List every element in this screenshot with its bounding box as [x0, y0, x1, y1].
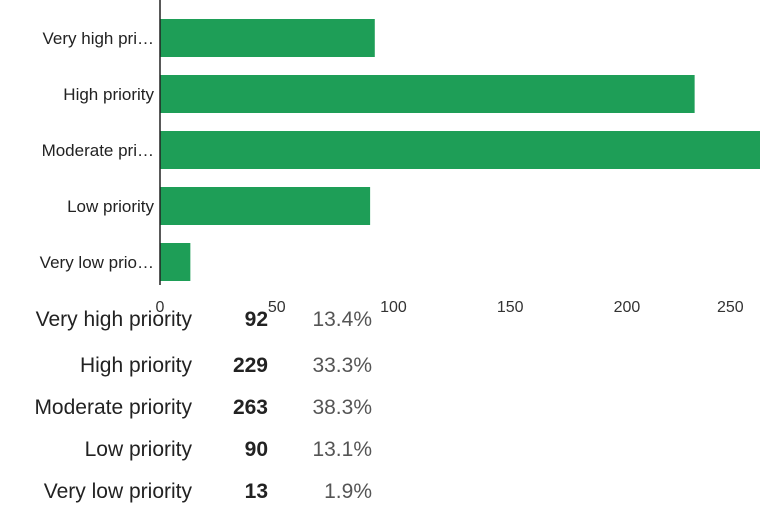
summary-row-percent: 33.3%	[312, 354, 372, 377]
category-label: Moderate pri…	[42, 141, 154, 160]
summary-row-percent: 13.1%	[312, 438, 372, 461]
summary-row-label: High priority	[79, 354, 192, 377]
bar	[160, 243, 191, 281]
summary-row-percent: 1.9%	[324, 480, 372, 503]
summary-row-count: 13	[244, 480, 268, 503]
summary-row: Very low priority 13 1.9%	[0, 472, 400, 508]
summary-row: Low priority 90 13.1%	[0, 430, 400, 470]
summary-row-count: 92	[244, 308, 268, 331]
bar	[160, 75, 695, 113]
bar-group	[160, 19, 760, 281]
summary-row-count: 263	[232, 396, 268, 419]
x-tick-label-group: 0 50 100 150 200 250	[156, 299, 744, 316]
x-tick-label: 250	[717, 299, 744, 316]
summary-row-percent: 13.4%	[312, 308, 372, 331]
summary-table: Very high priority 92 13.4% High priorit…	[0, 300, 400, 508]
summary-row: Very high priority 92 13.4%	[0, 300, 400, 340]
x-tick-label: 150	[497, 299, 524, 316]
summary-row-percent: 38.3%	[312, 396, 372, 419]
summary-row-label: Low priority	[84, 438, 192, 461]
summary-row: Moderate priority 263 38.3%	[0, 388, 400, 428]
category-label: Low priority	[67, 197, 154, 216]
summary-row-count: 90	[244, 438, 268, 461]
bar	[160, 131, 760, 169]
bar	[160, 19, 375, 57]
bar	[160, 187, 371, 225]
summary-row-label: Very high priority	[35, 308, 192, 331]
x-tick-label: 100	[380, 299, 407, 316]
category-label: Very high pri…	[43, 29, 155, 48]
summary-row-label: Moderate priority	[34, 396, 192, 419]
summary-row: High priority 229 33.3%	[0, 346, 400, 386]
category-label: High priority	[63, 85, 154, 104]
x-tick-label: 200	[614, 299, 641, 316]
summary-row-count: 229	[232, 354, 268, 377]
priority-bar-chart: Very high pri… High priority Moderate pri……	[40, 0, 760, 316]
category-label-group: Very high pri… High priority Moderate pri……	[40, 29, 155, 272]
x-tick-label: 50	[268, 299, 286, 316]
x-tick-label: 0	[156, 299, 165, 316]
category-label: Very low prio…	[40, 253, 154, 272]
summary-row-label: Very low priority	[43, 480, 192, 503]
